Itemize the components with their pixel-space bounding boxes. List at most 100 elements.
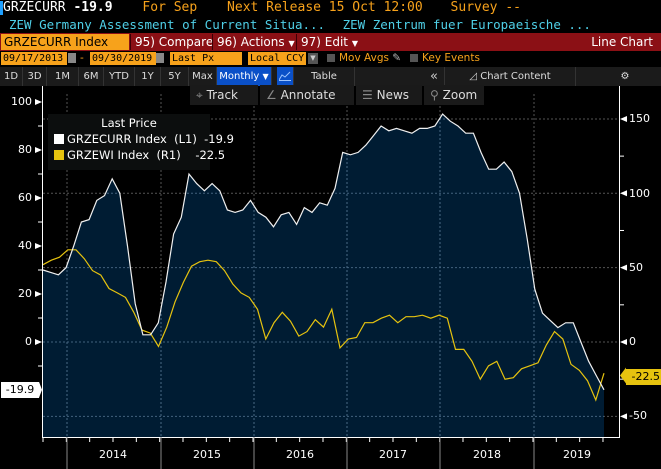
caret-down-icon: ▼ [351, 39, 358, 48]
actions-label: 96) Actions [217, 35, 285, 49]
series-line-grzecurr [42, 113, 605, 391]
news-label: News [376, 88, 410, 102]
settings-row: 09/17/2013 - 09/30/2019 Last Px Local CC… [0, 51, 661, 66]
y-left-tick-mark [35, 339, 42, 345]
period-ytd[interactable]: YTD [104, 67, 135, 86]
chart-type-label[interactable]: Line Chart [591, 35, 653, 49]
x-tick-label: 2016 [286, 448, 314, 461]
period-3d[interactable]: 3D [23, 67, 47, 86]
period-bar: 1D 3D 1M 6M YTD 1Y 5Y Max Monthly ▼ Tabl… [0, 67, 661, 86]
headline-row: GRZECURR -19.9 For Sep Next Release 15 O… [0, 0, 661, 16]
y-right-tick-mark [620, 115, 627, 122]
start-date-field[interactable]: 09/17/2013 [1, 52, 67, 65]
description-row: ZEW Germany Assessment of Current Situa.… [0, 16, 661, 33]
legend-entry-grzewi[interactable]: GRZEWI Index (R1) -22.5 [54, 148, 225, 162]
frequency-select[interactable]: Monthly ▼ [217, 67, 272, 86]
key-events-toggle[interactable]: Key Events [410, 51, 480, 66]
pencil-icon[interactable]: ✎ [392, 52, 402, 64]
source-description: ZEW Zentrum fuer Europaeische ... [342, 17, 591, 32]
line-chart-icon[interactable] [277, 67, 294, 86]
release-period: For Sep [142, 0, 198, 15]
table-button[interactable]: Table [294, 67, 355, 86]
caret-down-icon: ▼ [262, 72, 269, 81]
chart-content-label: Chart Content [480, 71, 551, 82]
y-left-tick: 0 [25, 335, 32, 348]
x-tick-label: 2018 [473, 448, 501, 461]
checkbox[interactable] [327, 54, 335, 62]
legend-last: -19.9 [204, 132, 234, 146]
last-left-value: -19.9 [5, 383, 35, 396]
key-events-label: Key Events [422, 52, 480, 64]
compare-button[interactable]: 95) Compare [130, 34, 217, 50]
legend-name: GRZECURR Index [67, 132, 167, 146]
line-chart-icon-glyph [278, 71, 291, 81]
y-right-tick: -50 [629, 409, 647, 422]
y-left-tick-mark [35, 195, 42, 201]
y-left-tick-mark [35, 243, 42, 249]
ticker: GRZECURR [3, 0, 66, 15]
legend-name: GRZEWI Index [67, 148, 150, 162]
y-left-tick: 60 [18, 191, 32, 204]
y-right-tick-mark [620, 339, 627, 345]
gear-icon[interactable]: ⚙ [620, 71, 630, 82]
y-left-tick-mark [35, 291, 42, 297]
currency-select[interactable]: Local CCY [248, 52, 306, 65]
security-field[interactable]: GRZECURR Index [1, 34, 129, 50]
crosshair-icon: ⌖ [196, 88, 203, 102]
edit-button[interactable]: 97) Edit ▼ [296, 34, 362, 50]
chart-content-icon: ◿ [469, 71, 478, 82]
date-separator: - [80, 52, 84, 64]
period-1y[interactable]: 1Y [135, 67, 161, 86]
legend-axis: (R1) [156, 148, 181, 162]
last-value: -19.9 [73, 0, 113, 15]
legend-title: Last Price [101, 116, 157, 130]
period-max[interactable]: Max [189, 67, 217, 86]
legend-entry-grzecurr[interactable]: GRZECURR Index (L1) -19.9 [54, 132, 234, 146]
x-tick-label: 2014 [99, 448, 127, 461]
y-right-tick: 50 [629, 261, 643, 274]
edit-label: 97) Edit [301, 35, 349, 49]
x-tick-label: 2017 [379, 448, 407, 461]
caret-down-icon[interactable]: ▼ [308, 53, 318, 64]
y-right-tick-mark [620, 264, 627, 271]
y-right-tick: 100 [629, 187, 650, 200]
zoom-tool[interactable]: ⚲ Zoom [424, 85, 484, 105]
annotate-tool[interactable]: ∠ Annotate [260, 85, 354, 105]
series-area-grzecurr [43, 114, 604, 437]
mov-avgs-label: Mov Avgs [339, 52, 389, 64]
period-5y[interactable]: 5Y [161, 67, 189, 86]
checkbox[interactable] [410, 54, 418, 62]
price-field-select[interactable]: Last Px [170, 52, 242, 65]
mov-avgs-toggle[interactable]: Mov Avgs ✎ [327, 51, 401, 66]
actions-button[interactable]: 96) Actions ▼ [212, 34, 299, 50]
chart-content-button[interactable]: ◿ Chart Content [445, 67, 576, 86]
last-right-pointer [620, 367, 626, 384]
frequency-label: Monthly [219, 71, 260, 82]
news-tool[interactable]: ☰ News [356, 85, 422, 105]
last-right-value: -22.5 [631, 370, 660, 383]
track-tool[interactable]: ⌖ Track [190, 85, 258, 105]
news-icon: ☰ [362, 88, 373, 102]
y-left-tick: 20 [18, 287, 32, 300]
magnifier-icon: ⚲ [430, 88, 439, 102]
y-left-tick: 100 [11, 95, 32, 108]
period-1m[interactable]: 1M [47, 67, 79, 86]
x-tick-label: 2015 [193, 448, 221, 461]
legend-swatch [54, 150, 64, 160]
next-release: Next Release 15 Oct 12:00 [227, 0, 423, 15]
period-6m[interactable]: 6M [79, 67, 104, 86]
last-left-pointer [39, 381, 42, 398]
pencil-icon: ∠ [266, 88, 277, 102]
period-1d[interactable]: 1D [0, 67, 23, 86]
line-chart[interactable] [0, 86, 661, 469]
annotate-label: Annotate [280, 88, 336, 102]
caret-down-icon: ▼ [288, 39, 295, 48]
calendar-icon[interactable] [156, 53, 164, 63]
legend-swatch [54, 134, 64, 144]
security-description: ZEW Germany Assessment of Current Situa.… [9, 17, 326, 32]
double-chevron-left-icon[interactable]: « [424, 67, 445, 86]
security-marker [0, 1, 3, 15]
calendar-icon[interactable] [68, 53, 76, 63]
end-date-field[interactable]: 09/30/2019 [90, 52, 156, 65]
y-left-tick-mark [35, 147, 42, 153]
